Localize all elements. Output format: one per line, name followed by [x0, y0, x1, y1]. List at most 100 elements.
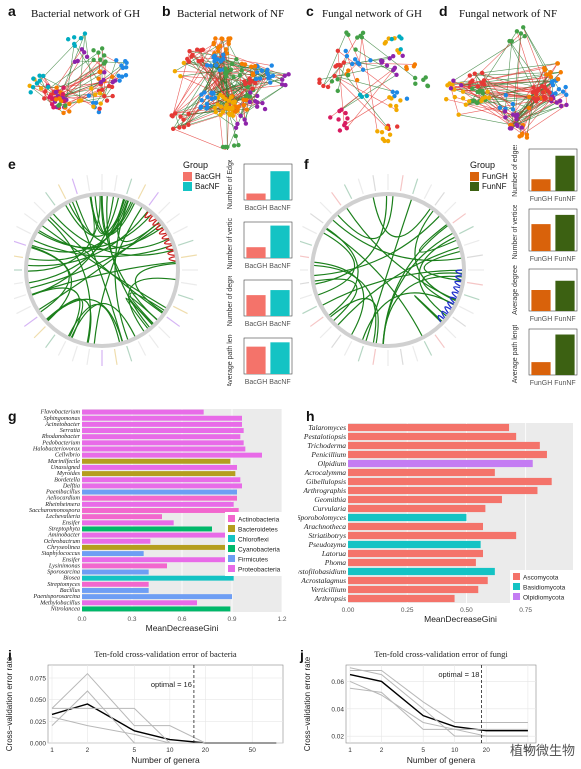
category-label: Staphylococcus — [42, 550, 81, 557]
network-node — [380, 136, 386, 142]
network-node — [388, 103, 393, 108]
bar-Bacillus — [82, 588, 149, 593]
network-node — [485, 89, 490, 94]
fungal-network-nf — [444, 25, 569, 140]
network-node — [187, 48, 192, 54]
x-tick-label: 1.2 — [277, 616, 286, 623]
chart-g: 0.0 0.3 0.6 0.9 1.2 FlavobacteriumSphingomona… — [29, 409, 287, 633]
network-node — [78, 98, 84, 103]
network-node — [110, 74, 115, 80]
taxon-tick — [86, 175, 91, 192]
category-label: Olpidium — [318, 459, 347, 468]
network-node — [218, 43, 223, 49]
category-label: Ensifer — [61, 556, 80, 563]
taxon-tick — [309, 213, 324, 224]
chord-local-edge — [161, 233, 170, 240]
network-node — [479, 80, 484, 85]
network-node — [254, 104, 260, 109]
network-edge — [358, 37, 363, 65]
network-node — [243, 81, 248, 87]
network-edge — [104, 60, 117, 97]
network-node — [214, 63, 219, 68]
network-node — [249, 64, 254, 69]
network-edge — [346, 69, 394, 129]
category-label: Pseudozyma — [308, 540, 347, 549]
network-node — [103, 59, 108, 64]
network-edge — [73, 43, 102, 85]
bar-BacGH — [246, 346, 266, 374]
bar-Lysinimonas — [82, 563, 167, 569]
network-edge — [461, 67, 545, 86]
chord-edge — [382, 232, 453, 344]
chord-edge — [67, 303, 121, 343]
taxon-tick — [463, 239, 480, 246]
bar-Nitrolancea — [82, 606, 231, 612]
network-node — [336, 117, 341, 122]
network-node — [78, 36, 84, 41]
network-edge — [512, 69, 546, 115]
bar-FunNF — [555, 214, 575, 251]
chord-edge — [314, 264, 377, 343]
y-axis-label: Number of vertices — [512, 205, 519, 259]
network-node — [564, 102, 569, 108]
network-edge — [453, 80, 524, 126]
network-edge — [355, 49, 397, 76]
network-node — [61, 110, 66, 116]
taxon-tick — [166, 213, 181, 224]
network-node — [452, 87, 457, 92]
network-node — [255, 93, 260, 99]
bar-Pestalotiopsis — [348, 432, 517, 441]
taxon-tick — [23, 213, 38, 224]
bar-Penicillium — [348, 450, 547, 459]
network-edge — [207, 107, 237, 129]
taxon-tick — [300, 255, 310, 259]
chart-e2: BacGH BacNF Number of vertices — [227, 218, 293, 270]
network-edge — [204, 58, 224, 93]
network-node — [217, 67, 223, 73]
taxon-tick — [452, 213, 467, 224]
taxon-tick — [444, 326, 457, 339]
network-edge — [453, 35, 525, 81]
network-edge — [243, 105, 245, 120]
bar-Arthrographis — [348, 486, 538, 495]
chord-edge — [315, 196, 388, 285]
taxon-tick — [459, 305, 474, 315]
network-node — [212, 53, 217, 58]
x-tick-label: BacGH — [245, 205, 268, 212]
network-node — [394, 72, 399, 78]
network-edge — [232, 63, 285, 77]
network-edge — [228, 113, 239, 146]
network-edge — [63, 87, 94, 107]
legend-swatch — [470, 182, 479, 191]
bar-Acinetobacter — [82, 421, 242, 427]
network-node — [384, 125, 389, 131]
network-node — [224, 102, 229, 107]
taxon-tick — [137, 341, 147, 356]
network-node — [233, 133, 238, 139]
y-tick-label: 0.050 — [30, 697, 47, 704]
category-label: Bordetella — [54, 476, 80, 483]
bar-Pseudozyma — [348, 540, 481, 549]
network-node — [239, 68, 244, 73]
chord-ring — [310, 192, 466, 348]
chord-edge — [322, 269, 463, 306]
y-tick-label: 0.04 — [331, 706, 344, 713]
network-node — [344, 53, 350, 59]
chord-edge — [314, 261, 365, 335]
network-node — [286, 72, 291, 77]
chord-edge — [100, 195, 125, 235]
network-node — [522, 33, 527, 39]
network-edge — [211, 76, 227, 94]
network-edge — [488, 78, 559, 99]
network-node — [96, 76, 101, 81]
network-node — [390, 89, 395, 95]
taxon-tick — [177, 239, 194, 246]
network-node — [359, 94, 365, 100]
network-node — [173, 111, 178, 116]
taxon-tick — [319, 326, 332, 339]
network-node — [226, 98, 232, 103]
bar-Serratia — [82, 428, 244, 433]
chart-f2: FunGH FunNF Number of vertices — [512, 205, 578, 263]
network-node — [379, 129, 385, 135]
network-node — [554, 100, 559, 105]
